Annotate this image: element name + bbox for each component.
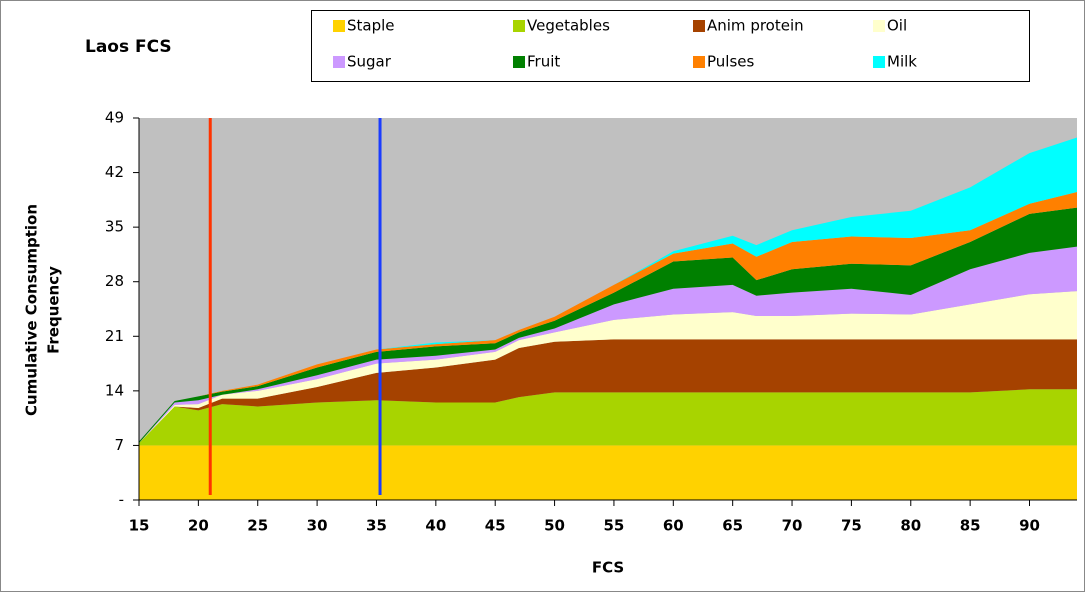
area xyxy=(139,291,1077,444)
legend-label: Pulses xyxy=(707,53,754,71)
area xyxy=(139,246,1077,444)
y-tick-label: - xyxy=(119,491,124,509)
y-axis-label: Cumulative Consumption xyxy=(23,204,41,416)
x-tick-label: 75 xyxy=(841,517,862,535)
area xyxy=(139,192,1077,442)
legend-swatch xyxy=(693,20,705,32)
x-tick-label: 50 xyxy=(544,517,565,535)
x-tick-label: 60 xyxy=(663,517,684,535)
area xyxy=(139,389,1077,446)
legend-swatch xyxy=(873,20,885,32)
area xyxy=(139,339,1077,444)
legend-label: Anim protein xyxy=(707,17,804,35)
legend-label: Fruit xyxy=(527,53,560,71)
legend-swatch xyxy=(873,56,885,68)
y-tick-label: 7 xyxy=(114,436,124,454)
x-tick-label: 45 xyxy=(485,517,506,535)
legend-swatch xyxy=(513,20,525,32)
legend-swatch xyxy=(333,56,345,68)
y-tick-label: 21 xyxy=(105,327,124,345)
y-axis-label: Frequency xyxy=(45,266,63,354)
legend-label: Milk xyxy=(887,53,917,71)
x-tick-label: 15 xyxy=(129,517,150,535)
chart-title: Laos FCS xyxy=(85,37,172,57)
legend-swatch xyxy=(693,56,705,68)
legend-swatch xyxy=(333,20,345,32)
x-tick-label: 85 xyxy=(960,517,981,535)
x-tick-label: 30 xyxy=(307,517,328,535)
x-tick-label: 90 xyxy=(1019,517,1040,535)
x-tick-label: 35 xyxy=(366,517,387,535)
area xyxy=(139,207,1077,444)
x-tick-label: 70 xyxy=(782,517,803,535)
y-tick-label: 14 xyxy=(105,381,124,399)
area xyxy=(139,445,1077,500)
x-tick-label: 65 xyxy=(722,517,743,535)
x-tick-label: 40 xyxy=(425,517,446,535)
legend-label: Sugar xyxy=(347,53,392,71)
y-tick-label: 42 xyxy=(105,163,124,181)
x-tick-label: 20 xyxy=(188,517,209,535)
y-tick-label: 35 xyxy=(105,218,124,236)
legend-label: Vegetables xyxy=(527,17,610,35)
legend-label: Staple xyxy=(347,17,395,35)
y-tick-label: 28 xyxy=(105,272,124,290)
legend-swatch xyxy=(513,56,525,68)
x-axis-label: FCS xyxy=(592,559,624,577)
x-tick-label: 25 xyxy=(247,517,268,535)
legend xyxy=(311,10,1030,82)
legend-label: Oil xyxy=(887,17,907,35)
y-tick-label: 49 xyxy=(105,109,124,127)
x-tick-label: 55 xyxy=(603,517,624,535)
x-tick-label: 80 xyxy=(900,517,921,535)
